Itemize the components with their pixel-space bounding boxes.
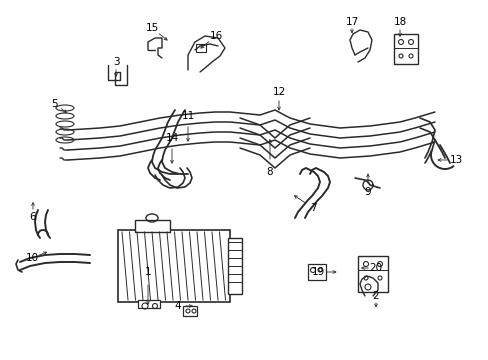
Bar — [183, 306, 197, 316]
Text: 11: 11 — [181, 111, 194, 121]
Text: 18: 18 — [392, 17, 406, 27]
Text: 5: 5 — [52, 99, 58, 109]
Text: 3: 3 — [112, 57, 119, 67]
Bar — [357, 256, 387, 292]
Text: 2: 2 — [372, 291, 379, 301]
Text: 17: 17 — [345, 17, 358, 27]
Text: 10: 10 — [25, 253, 39, 263]
Text: 4: 4 — [174, 301, 181, 311]
Text: 14: 14 — [165, 133, 178, 143]
Text: 19: 19 — [311, 267, 324, 277]
Text: 6: 6 — [30, 212, 36, 222]
Text: 20: 20 — [368, 263, 382, 273]
Text: 8: 8 — [266, 167, 273, 177]
Text: 15: 15 — [145, 23, 158, 33]
Bar — [196, 44, 205, 52]
Text: 16: 16 — [209, 31, 222, 41]
Bar — [118, 230, 229, 302]
Text: 9: 9 — [364, 187, 370, 197]
Bar — [393, 34, 417, 64]
Text: 7: 7 — [309, 203, 316, 213]
Bar — [307, 264, 325, 280]
Text: 1: 1 — [144, 267, 151, 277]
Text: 13: 13 — [448, 155, 462, 165]
Text: 12: 12 — [272, 87, 285, 97]
Bar — [135, 220, 170, 232]
Bar — [138, 300, 160, 308]
Bar — [227, 238, 242, 294]
